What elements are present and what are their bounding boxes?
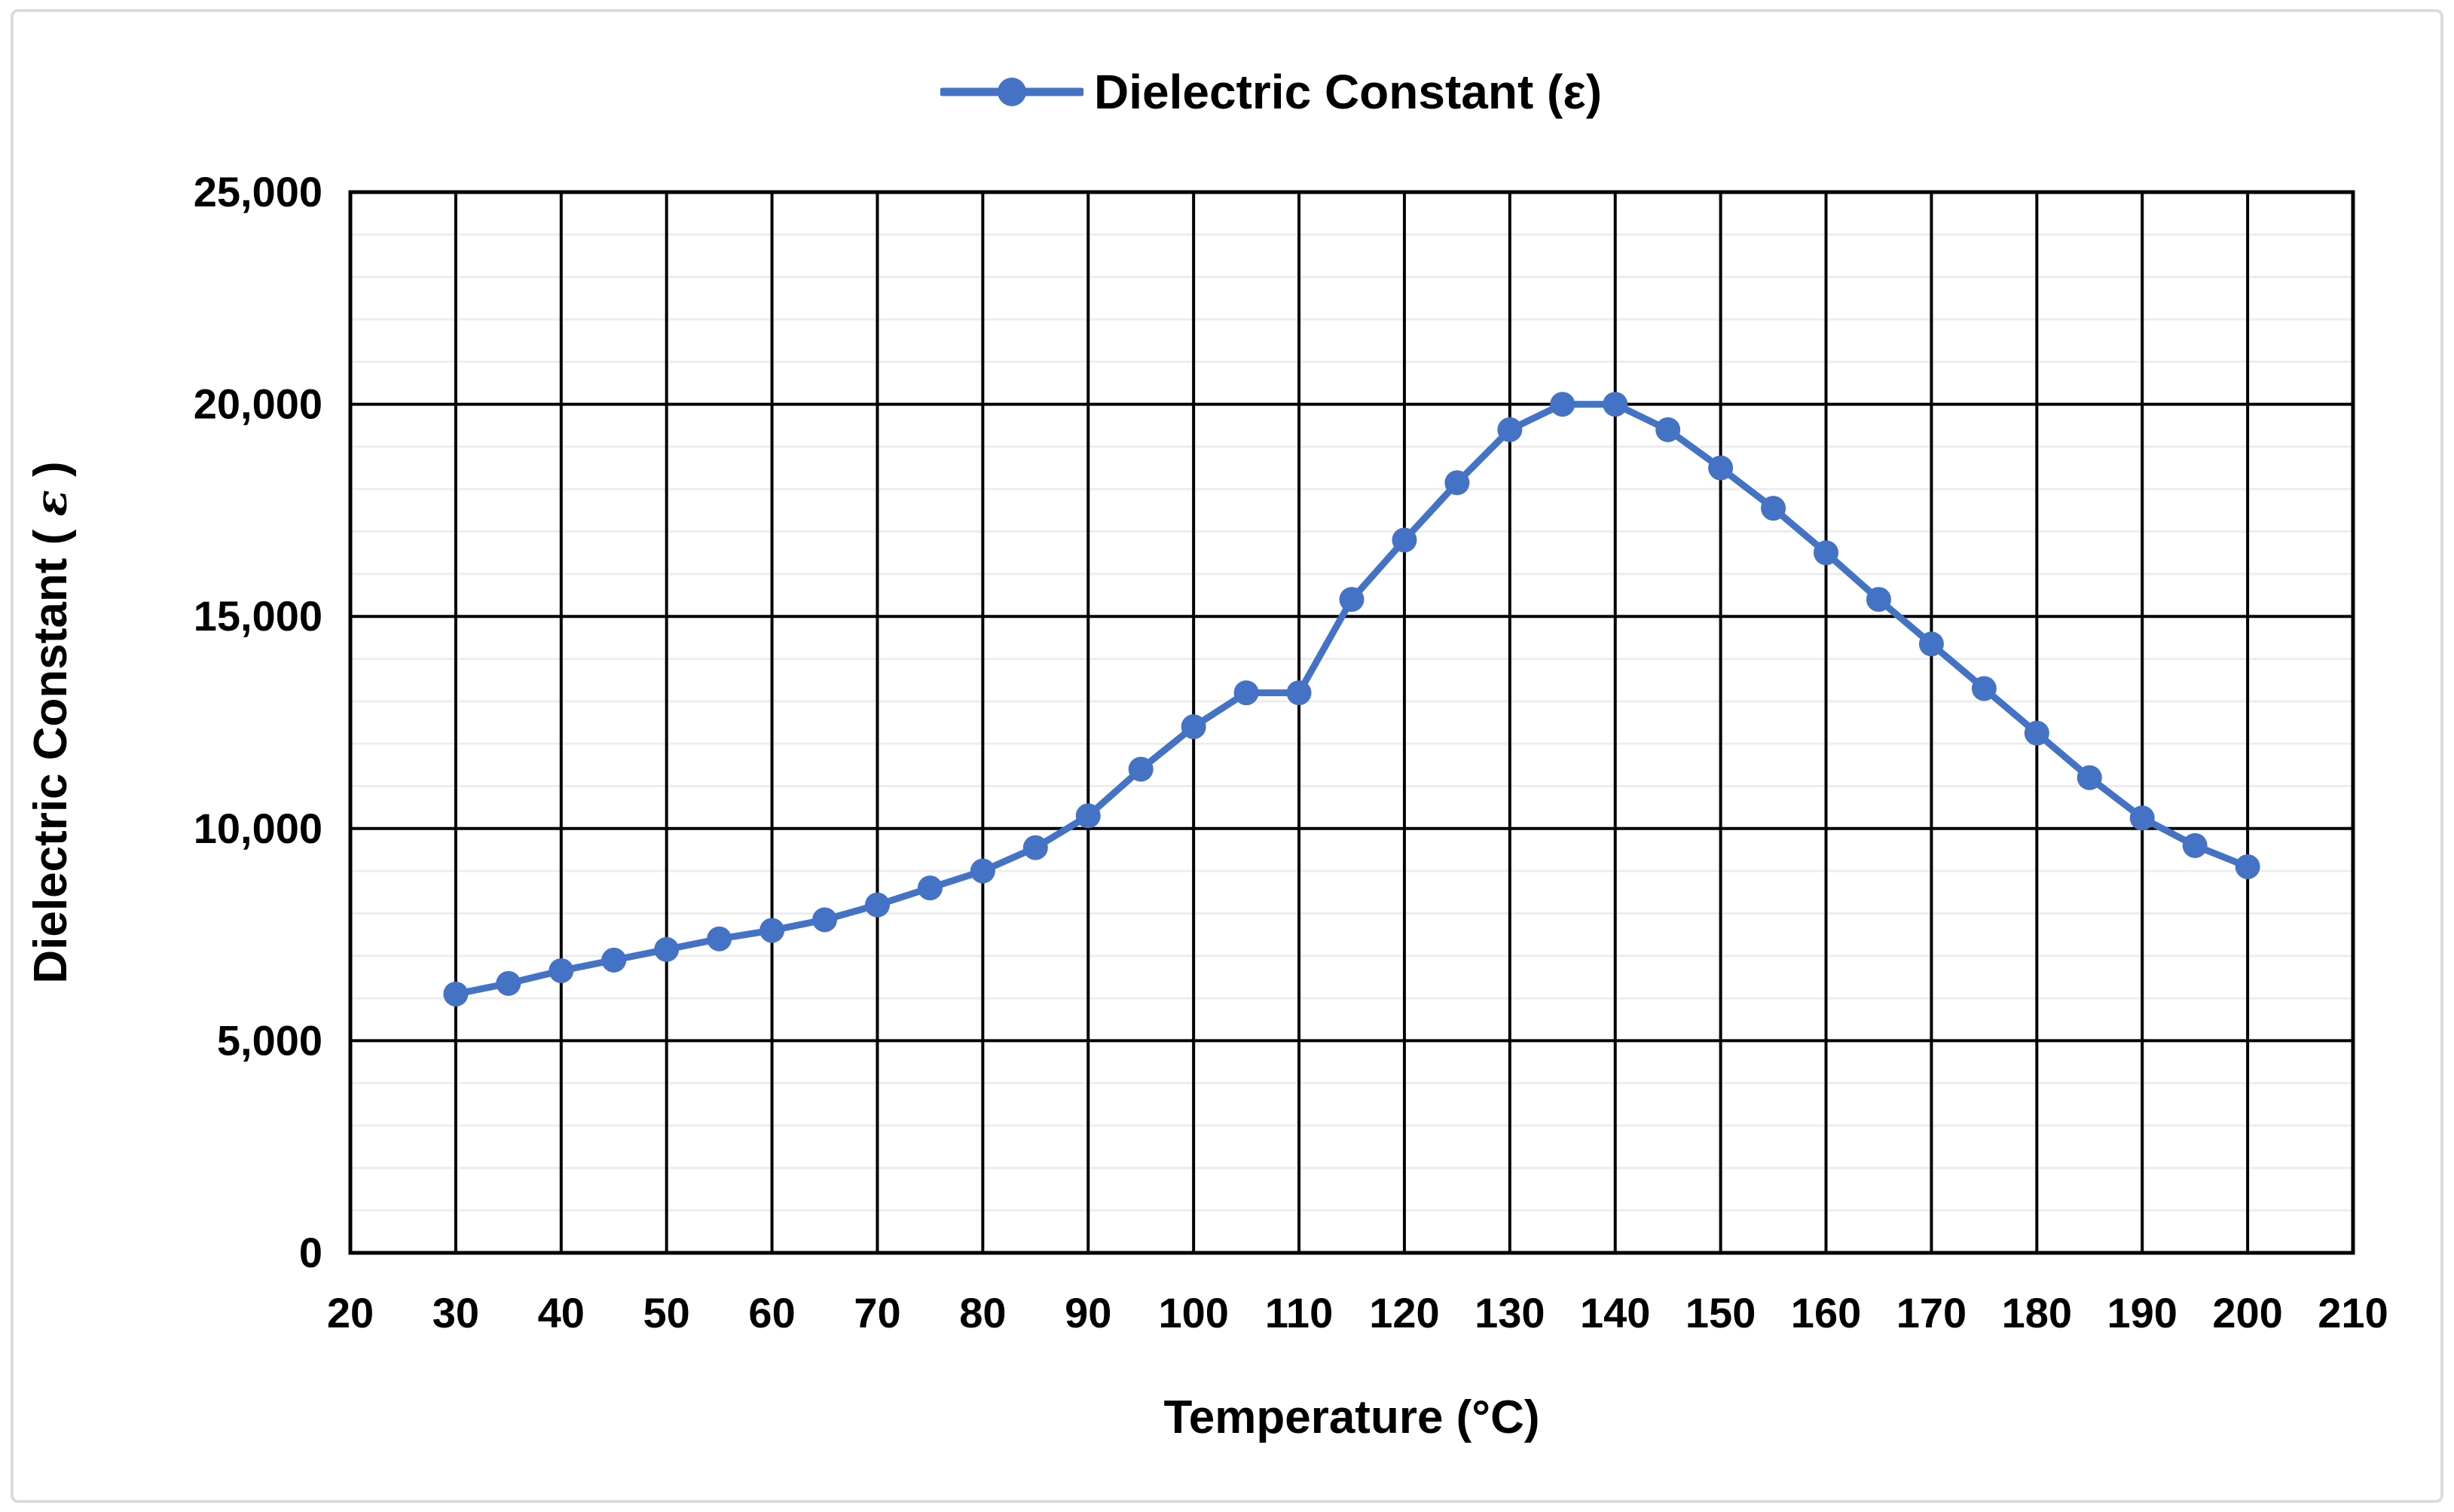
- y-tick-label: 25,000: [194, 168, 322, 215]
- data-point-marker: [601, 947, 627, 973]
- y-axis-title: Dielectric Constant ( ε ): [25, 461, 77, 983]
- data-point-marker: [1603, 392, 1628, 417]
- x-tick-label: 140: [1580, 1289, 1650, 1336]
- y-tick-label: 10,000: [194, 805, 322, 852]
- x-tick-label: 110: [1265, 1289, 1333, 1336]
- data-point-marker: [1339, 587, 1365, 612]
- data-point-marker: [917, 875, 943, 901]
- x-tick-label: 160: [1791, 1289, 1861, 1336]
- y-tick-label: 15,000: [194, 592, 322, 640]
- x-tick-label: 120: [1369, 1289, 1439, 1336]
- x-tick-label: 90: [1065, 1289, 1111, 1336]
- data-point-marker: [2024, 720, 2049, 746]
- x-tick-label: 130: [1475, 1289, 1545, 1336]
- data-point-marker: [1181, 714, 1206, 740]
- legend: Dielectric Constant (ε): [940, 62, 1602, 122]
- x-tick-label: 210: [2318, 1289, 2388, 1336]
- x-tick-label: 70: [854, 1289, 900, 1336]
- x-tick-label: 30: [432, 1289, 479, 1336]
- x-tick-label: 170: [1896, 1289, 1967, 1336]
- data-point-marker: [1075, 803, 1101, 829]
- x-tick-label: 80: [959, 1289, 1006, 1336]
- data-point-marker: [1497, 417, 1523, 442]
- data-point-marker: [443, 981, 469, 1006]
- legend-label: Dielectric Constant (ε): [1094, 65, 1603, 119]
- data-point-marker: [970, 858, 995, 884]
- data-point-marker: [1708, 455, 1734, 481]
- x-tick-label: 100: [1158, 1289, 1228, 1336]
- data-point-marker: [1444, 470, 1470, 496]
- x-tick-label: 180: [2002, 1289, 2072, 1336]
- data-point-marker: [1866, 587, 1891, 612]
- plot-frame: [348, 190, 2355, 1255]
- data-point-marker: [1971, 676, 1997, 701]
- y-tick-label: 20,000: [194, 380, 322, 428]
- x-tick-label: 190: [2107, 1289, 2177, 1336]
- data-point-marker: [496, 970, 521, 996]
- data-point-marker: [1761, 496, 1786, 521]
- data-point-marker: [549, 958, 574, 983]
- data-point-marker: [2235, 854, 2260, 879]
- data-point-marker: [759, 918, 785, 943]
- x-tick-label: 50: [643, 1289, 690, 1336]
- data-point-marker: [1655, 417, 1681, 442]
- data-point-marker: [2182, 832, 2208, 858]
- y-tick-label: 0: [299, 1229, 322, 1276]
- y-tick-label: 5,000: [217, 1016, 322, 1064]
- x-tick-label: 200: [2212, 1289, 2282, 1336]
- data-point-marker: [1918, 631, 1944, 657]
- data-point-marker: [1550, 392, 1575, 417]
- data-point-marker: [864, 892, 890, 918]
- legend-line-marker-icon: [940, 78, 1083, 106]
- x-tick-label: 150: [1685, 1289, 1756, 1336]
- data-point-marker: [1392, 527, 1417, 553]
- data-point-marker: [812, 907, 838, 933]
- data-point-marker: [1233, 680, 1259, 706]
- data-point-marker: [2129, 805, 2155, 831]
- data-point-marker: [707, 926, 732, 951]
- x-axis-title: Temperature (°C): [1163, 1391, 1539, 1443]
- data-point-marker: [1814, 540, 1839, 566]
- x-tick-label: 20: [327, 1289, 374, 1336]
- data-point-marker: [1022, 835, 1048, 860]
- data-point-marker: [654, 936, 680, 962]
- data-point-marker: [1128, 756, 1154, 782]
- x-tick-label: 40: [538, 1289, 585, 1336]
- data-point-marker: [2077, 765, 2102, 790]
- x-tick-label: 60: [748, 1289, 795, 1336]
- data-point-marker: [1286, 680, 1312, 706]
